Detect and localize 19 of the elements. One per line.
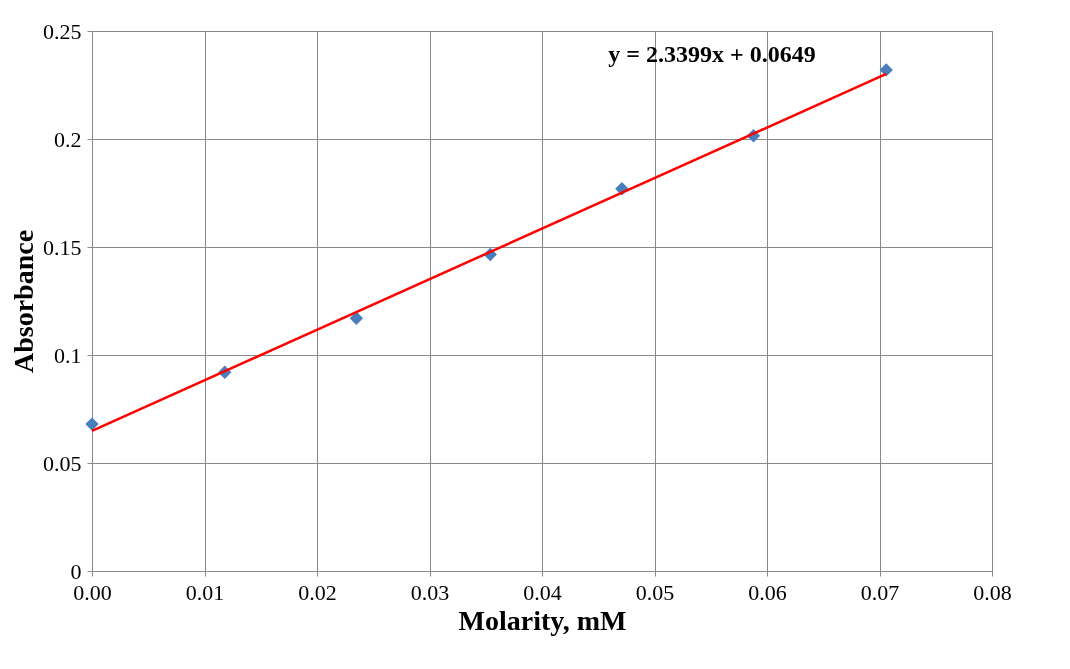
point bbox=[85, 417, 99, 431]
y-tick-label: 0.15 bbox=[43, 234, 82, 260]
y-tick-label: 0.25 bbox=[43, 18, 82, 44]
x-tick-label: 0.01 bbox=[185, 579, 225, 605]
x-tick-label: 0.05 bbox=[635, 579, 675, 605]
annotation: y = 2.3399x + 0.0649 bbox=[608, 41, 816, 67]
point bbox=[349, 311, 364, 325]
y-axis-title: Absorbance bbox=[8, 229, 39, 374]
x-tick-label: 0.06 bbox=[748, 579, 787, 605]
x-axis-title: Molarity, mM bbox=[458, 604, 627, 636]
x-tick-label: 0.08 bbox=[973, 579, 1012, 605]
x-tick-label: 0.07 bbox=[860, 579, 900, 605]
y-tick-label: 0.2 bbox=[54, 126, 82, 152]
x-tick-label: 0.02 bbox=[298, 579, 337, 605]
point bbox=[879, 63, 893, 77]
y-tick-label: 0.1 bbox=[54, 342, 82, 368]
x-tick-label: 0.04 bbox=[523, 579, 562, 605]
x-tick-label: 0.03 bbox=[410, 579, 450, 605]
y-tick-label: 0.05 bbox=[43, 450, 82, 476]
